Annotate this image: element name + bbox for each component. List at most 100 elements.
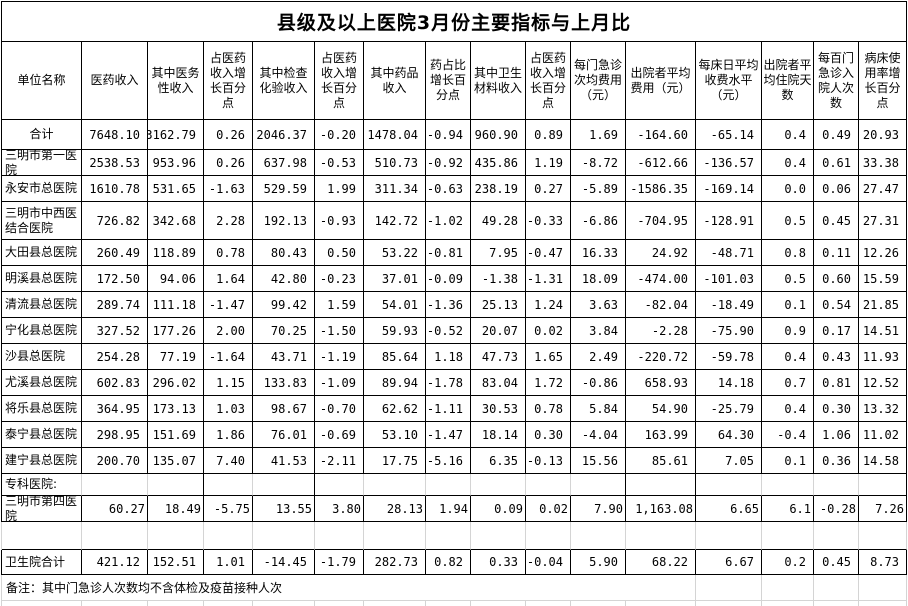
data-cell: 421.12 — [82, 550, 148, 575]
data-cell: 7648.10 — [82, 120, 148, 150]
data-cell: -0.53 — [315, 150, 364, 176]
data-cell: -0.81 — [426, 240, 471, 266]
data-cell: 0.78 — [526, 396, 571, 422]
data-cell: 18.09 — [571, 266, 626, 292]
data-cell: 1.65 — [526, 344, 571, 370]
data-cell: 85.64 — [364, 344, 426, 370]
data-cell: 54.90 — [626, 396, 696, 422]
data-cell: 3.80 — [315, 496, 364, 522]
data-cell: -2.11 — [315, 448, 364, 474]
data-cell: 0.4 — [762, 396, 814, 422]
data-cell: 726.82 — [82, 202, 148, 240]
empty-cell — [814, 601, 859, 606]
data-cell: 3162.79 — [148, 120, 204, 150]
data-cell: 7.05 — [696, 448, 762, 474]
data-cell: 85.61 — [626, 448, 696, 474]
empty-cell — [148, 601, 204, 606]
column-header: 每床日平均收费水平（元） — [696, 42, 762, 120]
data-cell: 0.17 — [814, 318, 859, 344]
data-cell: 53.10 — [364, 422, 426, 448]
data-cell: -59.78 — [696, 344, 762, 370]
row-label-cell: 清流县总医院 — [2, 292, 82, 318]
table-row: 三明市中西医结合医院 726.82 342.68 2.28 192.13 -0.93 142… — [1, 202, 907, 240]
data-cell: -4.04 — [571, 422, 626, 448]
data-cell: 7.40 — [204, 448, 253, 474]
data-cell: 76.01 — [253, 422, 315, 448]
data-cell: -14.45 — [253, 550, 315, 575]
data-cell: 41.53 — [253, 448, 315, 474]
table-row: 明溪县总医院 172.50 94.06 1.64 42.80 -0.23 37.01 -0.0… — [1, 266, 907, 292]
data-cell: 0.54 — [814, 292, 859, 318]
empty-cell — [426, 474, 471, 496]
data-cell: 49.28 — [471, 202, 526, 240]
data-cell: 289.74 — [82, 292, 148, 318]
data-cell: -1.02 — [426, 202, 471, 240]
data-cell: 298.95 — [82, 422, 148, 448]
empty-cell — [82, 601, 148, 606]
data-cell: 0.82 — [426, 550, 471, 575]
data-cell: 327.52 — [82, 318, 148, 344]
data-cell: 2.49 — [571, 344, 626, 370]
data-cell: -0.94 — [426, 120, 471, 150]
data-cell: 99.42 — [253, 292, 315, 318]
data-cell: 0.7 — [762, 370, 814, 396]
data-cell: 7.26 — [859, 496, 907, 522]
row-label-cell: 三明市中西医结合医院 — [2, 202, 82, 240]
data-cell: -1.19 — [315, 344, 364, 370]
data-cell: 20.07 — [471, 318, 526, 344]
data-cell: 60.27 — [82, 496, 148, 522]
note-text: 备注：其中门急诊人次数均不含体检及疫苗接种人次 — [2, 575, 626, 601]
empty-cell — [426, 601, 471, 606]
data-cell: 435.86 — [471, 150, 526, 176]
empty-cell — [315, 474, 364, 496]
data-cell: -5.16 — [426, 448, 471, 474]
data-cell: -704.95 — [626, 202, 696, 240]
table-row: 沙县总医院 254.28 77.19 -1.64 43.71 -1.19 85.64 1.18… — [1, 344, 907, 370]
empty-cell — [762, 575, 814, 601]
data-cell: 24.92 — [626, 240, 696, 266]
data-cell: -0.20 — [315, 120, 364, 150]
empty-cell — [526, 601, 571, 606]
table-row: 合计 7648.10 3162.79 0.26 2046.37 -0.20 1478.04-… — [1, 120, 907, 150]
data-cell: 17.75 — [364, 448, 426, 474]
page-title: 县级及以上医院3月份主要指标与上月比 — [2, 2, 907, 42]
data-cell: 11.02 — [859, 422, 907, 448]
data-cell: -75.90 — [696, 318, 762, 344]
empty-cell — [696, 601, 762, 606]
empty-cell — [253, 601, 315, 606]
data-cell: -169.14 — [696, 176, 762, 202]
data-cell: 192.13 — [253, 202, 315, 240]
data-cell: 2046.37 — [253, 120, 315, 150]
empty-cell — [859, 522, 907, 550]
data-cell: 6.65 — [696, 496, 762, 522]
data-cell: 62.62 — [364, 396, 426, 422]
data-cell: 0.4 — [762, 150, 814, 176]
row-label-cell: 合计 — [2, 120, 82, 150]
data-cell: -0.70 — [315, 396, 364, 422]
empty-cell — [364, 474, 426, 496]
section-row: 专科医院: — [1, 474, 907, 496]
data-cell: 15.59 — [859, 266, 907, 292]
data-cell: 1.18 — [426, 344, 471, 370]
column-header: 占医药收入增长百分点 — [315, 42, 364, 120]
empty-cell — [82, 522, 148, 550]
data-cell: 27.31 — [859, 202, 907, 240]
data-cell: 111.18 — [148, 292, 204, 318]
data-cell: 0.61 — [814, 150, 859, 176]
table-row: 大田县总医院 260.49 118.89 0.78 80.43 0.50 53.22 -0.8… — [1, 240, 907, 266]
data-cell: -164.60 — [626, 120, 696, 150]
data-cell: 0.45 — [814, 202, 859, 240]
data-cell: 1.69 — [571, 120, 626, 150]
data-cell: 142.72 — [364, 202, 426, 240]
data-cell: 118.89 — [148, 240, 204, 266]
data-cell: 0.30 — [526, 422, 571, 448]
data-cell: -1.63 — [204, 176, 253, 202]
data-cell: 529.59 — [253, 176, 315, 202]
empty-cell — [696, 522, 762, 550]
data-cell: 510.73 — [364, 150, 426, 176]
data-cell: 0.45 — [814, 550, 859, 575]
data-cell: -25.79 — [696, 396, 762, 422]
data-cell: -0.23 — [315, 266, 364, 292]
data-cell: 200.70 — [82, 448, 148, 474]
empty-cell — [148, 474, 204, 496]
